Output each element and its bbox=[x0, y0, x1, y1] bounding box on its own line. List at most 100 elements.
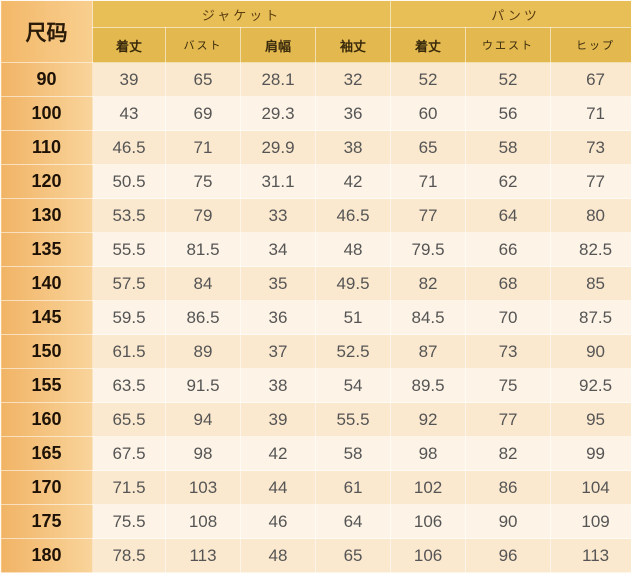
value-cell: 55.5 bbox=[316, 403, 391, 437]
value-cell: 79 bbox=[166, 199, 241, 233]
value-cell: 66 bbox=[466, 233, 551, 267]
value-cell: 82.5 bbox=[551, 233, 631, 267]
value-cell: 87.5 bbox=[551, 301, 631, 335]
value-cell: 29.3 bbox=[241, 97, 316, 131]
value-cell: 71 bbox=[551, 97, 631, 131]
value-cell: 29.9 bbox=[241, 131, 316, 165]
column-header: バスト bbox=[166, 28, 241, 63]
value-cell: 77 bbox=[391, 199, 466, 233]
size-cell: 90 bbox=[1, 63, 93, 97]
value-cell: 65 bbox=[391, 131, 466, 165]
value-cell: 36 bbox=[316, 97, 391, 131]
column-header: 肩幅 bbox=[241, 28, 316, 63]
value-cell: 86.5 bbox=[166, 301, 241, 335]
value-cell: 31.1 bbox=[241, 165, 316, 199]
value-cell: 54 bbox=[316, 369, 391, 403]
value-cell: 89 bbox=[166, 335, 241, 369]
value-cell: 57.5 bbox=[93, 267, 166, 301]
pants-group-header: パンツ bbox=[391, 1, 631, 28]
value-cell: 79.5 bbox=[391, 233, 466, 267]
value-cell: 71 bbox=[166, 131, 241, 165]
value-cell: 81.5 bbox=[166, 233, 241, 267]
value-cell: 52.5 bbox=[316, 335, 391, 369]
value-cell: 65.5 bbox=[93, 403, 166, 437]
column-header: 袖丈 bbox=[316, 28, 391, 63]
value-cell: 64 bbox=[466, 199, 551, 233]
value-cell: 98 bbox=[166, 437, 241, 471]
value-cell: 35 bbox=[241, 267, 316, 301]
value-cell: 39 bbox=[93, 63, 166, 97]
value-cell: 56 bbox=[466, 97, 551, 131]
value-cell: 92.5 bbox=[551, 369, 631, 403]
value-cell: 42 bbox=[316, 165, 391, 199]
value-cell: 70 bbox=[466, 301, 551, 335]
value-cell: 61 bbox=[316, 471, 391, 505]
value-cell: 65 bbox=[316, 539, 391, 573]
value-cell: 59.5 bbox=[93, 301, 166, 335]
value-cell: 98 bbox=[391, 437, 466, 471]
value-cell: 43 bbox=[93, 97, 166, 131]
value-cell: 106 bbox=[391, 505, 466, 539]
column-header: ウエスト bbox=[466, 28, 551, 63]
value-cell: 84 bbox=[166, 267, 241, 301]
value-cell: 52 bbox=[466, 63, 551, 97]
value-cell: 82 bbox=[391, 267, 466, 301]
value-cell: 75 bbox=[466, 369, 551, 403]
value-cell: 55.5 bbox=[93, 233, 166, 267]
size-cell: 135 bbox=[1, 233, 93, 267]
value-cell: 92 bbox=[391, 403, 466, 437]
size-cell: 165 bbox=[1, 437, 93, 471]
value-cell: 71 bbox=[391, 165, 466, 199]
value-cell: 58 bbox=[466, 131, 551, 165]
value-cell: 42 bbox=[241, 437, 316, 471]
value-cell: 53.5 bbox=[93, 199, 166, 233]
value-cell: 73 bbox=[466, 335, 551, 369]
size-cell: 145 bbox=[1, 301, 93, 335]
value-cell: 91.5 bbox=[166, 369, 241, 403]
size-cell: 175 bbox=[1, 505, 93, 539]
value-cell: 90 bbox=[551, 335, 631, 369]
size-cell: 155 bbox=[1, 369, 93, 403]
value-cell: 58 bbox=[316, 437, 391, 471]
size-cell: 100 bbox=[1, 97, 93, 131]
value-cell: 67.5 bbox=[93, 437, 166, 471]
value-cell: 50.5 bbox=[93, 165, 166, 199]
size-cell: 160 bbox=[1, 403, 93, 437]
value-cell: 90 bbox=[466, 505, 551, 539]
value-cell: 28.1 bbox=[241, 63, 316, 97]
value-cell: 99 bbox=[551, 437, 631, 471]
value-cell: 94 bbox=[166, 403, 241, 437]
value-cell: 95 bbox=[551, 403, 631, 437]
value-cell: 82 bbox=[466, 437, 551, 471]
value-cell: 39 bbox=[241, 403, 316, 437]
value-cell: 44 bbox=[241, 471, 316, 505]
value-cell: 113 bbox=[166, 539, 241, 573]
value-cell: 38 bbox=[316, 131, 391, 165]
column-header: 着丈 bbox=[93, 28, 166, 63]
value-cell: 52 bbox=[391, 63, 466, 97]
value-cell: 46.5 bbox=[93, 131, 166, 165]
size-cell: 180 bbox=[1, 539, 93, 573]
value-cell: 61.5 bbox=[93, 335, 166, 369]
value-cell: 77 bbox=[466, 403, 551, 437]
value-cell: 38 bbox=[241, 369, 316, 403]
value-cell: 60 bbox=[391, 97, 466, 131]
value-cell: 63.5 bbox=[93, 369, 166, 403]
size-cell: 130 bbox=[1, 199, 93, 233]
value-cell: 46 bbox=[241, 505, 316, 539]
value-cell: 51 bbox=[316, 301, 391, 335]
value-cell: 108 bbox=[166, 505, 241, 539]
value-cell: 77 bbox=[551, 165, 631, 199]
value-cell: 46.5 bbox=[316, 199, 391, 233]
value-cell: 37 bbox=[241, 335, 316, 369]
